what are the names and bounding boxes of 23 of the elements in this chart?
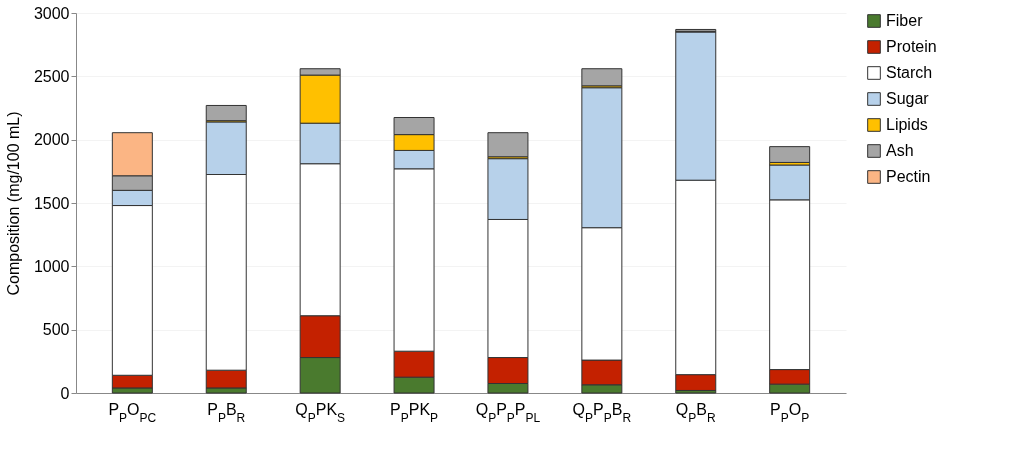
- legend-label: Ash: [886, 142, 914, 159]
- legend-label: Starch: [886, 64, 933, 81]
- x-tick-label: P$_{P}$O$_{PC}$: [108, 400, 157, 425]
- x-tick-label: Q$_{P}$P$_{P}$P$_{PL}$: [475, 400, 541, 425]
- y-tick-label: 500: [42, 321, 70, 339]
- y-tick-label: 1000: [33, 257, 70, 275]
- y-tick-label: 1500: [33, 194, 70, 212]
- legend-label: Lipids: [886, 116, 928, 133]
- y-axis-title: Composition (mg/100 mL): [4, 111, 22, 296]
- x-tick-label: P$_{P}$PK$_{P}$: [390, 400, 439, 425]
- x-tick-label: Q$_{P}$P$_{P}$B$_{R}$: [572, 400, 632, 425]
- y-tick-label: 2500: [33, 67, 70, 85]
- legend-label: Pectin: [886, 168, 931, 185]
- y-tick-label: 2000: [33, 131, 70, 149]
- x-tick-label: P$_{P}$B$_{R}$: [207, 400, 246, 425]
- x-tick-label: Q$_{P}$PK$_{S}$: [295, 400, 346, 425]
- x-tick-label: P$_{P}$O$_{P}$: [770, 400, 810, 425]
- legend-label: Protein: [886, 38, 937, 55]
- y-tick-label: 0: [60, 384, 70, 402]
- x-tick-label: Q$_{P}$B$_{R}$: [675, 400, 716, 425]
- legend-label: Fiber: [886, 12, 924, 29]
- legend-label: Sugar: [886, 90, 930, 107]
- y-tick-label: 3000: [33, 4, 70, 22]
